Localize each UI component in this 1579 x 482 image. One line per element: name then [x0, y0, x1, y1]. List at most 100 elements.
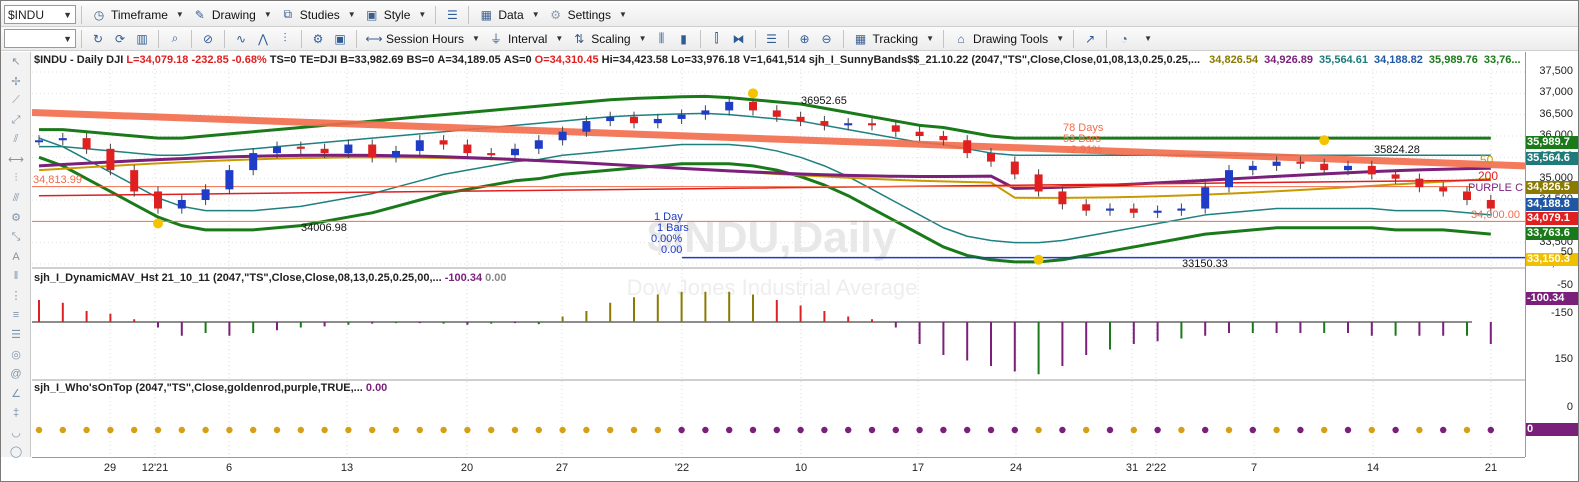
pitchfork-icon[interactable]: ⫻	[12, 191, 20, 204]
chevron-down-icon: ▼	[618, 10, 627, 19]
chart-type-icon[interactable]: ⋀	[258, 31, 268, 46]
trendline-icon[interactable]: ↗	[1085, 31, 1096, 46]
candle-body	[1367, 165, 1376, 175]
price-box: 34,079.1	[1526, 212, 1578, 225]
high-label: 36952.65	[801, 95, 847, 107]
scaling-button[interactable]: ⇅ Scaling ▼	[567, 29, 650, 49]
compress-icon[interactable]: ⧓	[732, 31, 745, 46]
measure-pct: 0.00%	[651, 233, 683, 245]
timeframe-button[interactable]: ◷ Timeframe ▼	[87, 5, 188, 25]
interval-combo[interactable]: ▼	[4, 29, 76, 48]
horizontal-line-icon[interactable]: ⟷	[8, 153, 24, 166]
style-button[interactable]: ▣ Style ▼	[360, 5, 431, 25]
drawing-button[interactable]: ✎ Drawing ▼	[188, 5, 276, 25]
crosshair-icon[interactable]: ✢	[11, 75, 21, 88]
last-price: L=34,079.18	[126, 54, 189, 66]
session-hours-button[interactable]: ⟷ Session Hours ▼	[362, 29, 484, 49]
data-button[interactable]: ▦ Data ▼	[474, 5, 543, 25]
candlestick-icon[interactable]: ▮	[680, 31, 687, 46]
refresh-icon[interactable]: ↻	[92, 31, 104, 46]
candle-body	[1320, 163, 1329, 171]
properties-icon[interactable]: ▣	[334, 31, 346, 46]
stacked-lines-icon[interactable]: ☰	[11, 329, 21, 342]
candle-body	[1439, 187, 1448, 192]
who-on-top-dot	[83, 426, 90, 434]
channel-tool-icon[interactable]: ⫽	[13, 133, 19, 146]
bars-icon[interactable]: ⫶	[283, 31, 287, 45]
studies-label: Studies	[299, 7, 340, 22]
text-tool-icon[interactable]: A	[12, 250, 20, 263]
pct-change: -0.68%	[231, 54, 267, 66]
gear-icon[interactable]: ⚙	[11, 212, 21, 225]
studies-button[interactable]: ⧉ Studies ▼	[276, 5, 360, 25]
tracking-button[interactable]: ▦ Tracking ▼	[849, 29, 939, 49]
line-tool-icon[interactable]: ⟋	[12, 94, 20, 107]
date-tick: '22	[674, 462, 690, 474]
chevron-down-icon: ▼	[175, 10, 184, 19]
layout-icon[interactable]: ☰	[766, 31, 777, 46]
style-label: Style	[383, 7, 411, 22]
zoom-in-icon[interactable]: ⊕	[799, 31, 810, 46]
view-options-button[interactable]: ◔ ▼	[1112, 29, 1156, 49]
candle-body	[273, 146, 281, 154]
candle-body	[677, 114, 686, 119]
who-on-top-dot	[1035, 426, 1042, 434]
symbol-value[interactable]: $INDU	[8, 7, 45, 22]
measure-icon[interactable]: ⤡	[11, 230, 21, 243]
pointer-icon[interactable]: ↖	[11, 56, 21, 69]
volume-bars-icon[interactable]: ⫿	[714, 31, 719, 45]
days-label: 78 Days	[1063, 122, 1104, 134]
search-icon[interactable]: ⌕	[171, 31, 179, 45]
spiral-icon[interactable]: @	[10, 367, 22, 380]
candle-body	[106, 148, 115, 171]
data-grid-icon: ▦	[480, 7, 492, 22]
compass-icon[interactable]: ⊘	[202, 31, 214, 46]
date-axis[interactable]: 29 12'21 6 13 20 27 '22 10 17 24 31 2'22 7 14 21	[32, 457, 1525, 481]
cycle-tool-icon[interactable]: ◎	[11, 348, 21, 361]
sync-icon[interactable]: ⟳	[114, 31, 126, 46]
layout-icon[interactable]: ☰	[446, 7, 458, 22]
who-on-top-dot	[654, 426, 661, 434]
format-icon[interactable]: ⚙	[312, 31, 324, 46]
levels-icon[interactable]: ≡	[12, 309, 20, 322]
interval-button[interactable]: ⏚ Interval ▼	[484, 29, 567, 49]
price-tick: 36,500	[1539, 107, 1573, 120]
who-on-top-dot	[845, 426, 852, 434]
bar-chart-icon[interactable]: ⫼	[658, 31, 665, 45]
ma200-label: 200	[1478, 169, 1499, 183]
settings-button[interactable]: ⚙ Settings ▼	[544, 5, 631, 25]
who-on-top-dot	[773, 426, 780, 434]
zoom-out-icon[interactable]: ⊖	[821, 31, 832, 46]
drawing-tools-button[interactable]: ⌂ Drawing Tools ▼	[949, 29, 1068, 49]
who-on-top-dot	[535, 426, 542, 434]
separator	[224, 29, 225, 48]
price-axis[interactable]: 37,50037,00036,50036,00035,50035,00034,5…	[1525, 52, 1578, 457]
grid-icon[interactable]: ▥	[136, 31, 148, 46]
ellipse-tool-icon[interactable]: ◯	[9, 446, 23, 459]
chevron-down-icon[interactable]: ▼	[63, 9, 72, 20]
price-chart-svg[interactable]: $INDU,Daily Dow Jones Industrial Average	[32, 52, 1525, 457]
candle-body	[868, 123, 876, 126]
indicator-icon[interactable]: ∿	[235, 31, 247, 46]
chevron-down-icon[interactable]: ▼	[63, 33, 72, 44]
vertical-lines-icon[interactable]: ‖	[13, 270, 19, 283]
separator	[81, 29, 82, 48]
chart-canvas[interactable]: $INDU,Daily Dow Jones Industrial Average	[32, 52, 1525, 457]
who-on-top-dot	[964, 426, 971, 434]
arc-tool-icon[interactable]: ◡	[11, 426, 21, 439]
who-on-top-dot	[1202, 426, 1209, 434]
study2-tick: 50	[1560, 246, 1573, 258]
interval-label: Interval	[507, 31, 548, 46]
study-values: 34,826.54 34,926.89 35,564.61 34,188.82 35,9…	[1203, 54, 1520, 66]
level-right-label: 34,000.00	[1471, 209, 1520, 221]
who-on-top-dot	[154, 426, 162, 434]
grid-tool-icon[interactable]: ⋮	[10, 290, 22, 303]
fib-tool-icon[interactable]: ⫶	[14, 172, 18, 185]
who-on-top-dot	[321, 426, 328, 434]
time-tool-icon[interactable]: ‡	[12, 406, 20, 419]
ray-tool-icon[interactable]: ⤢	[11, 113, 21, 126]
symbol-combo[interactable]: $INDU ▼	[4, 5, 76, 24]
angle-tool-icon[interactable]: ∠	[11, 387, 21, 400]
candle-body	[606, 116, 615, 122]
who-on-top-dot	[678, 426, 685, 434]
